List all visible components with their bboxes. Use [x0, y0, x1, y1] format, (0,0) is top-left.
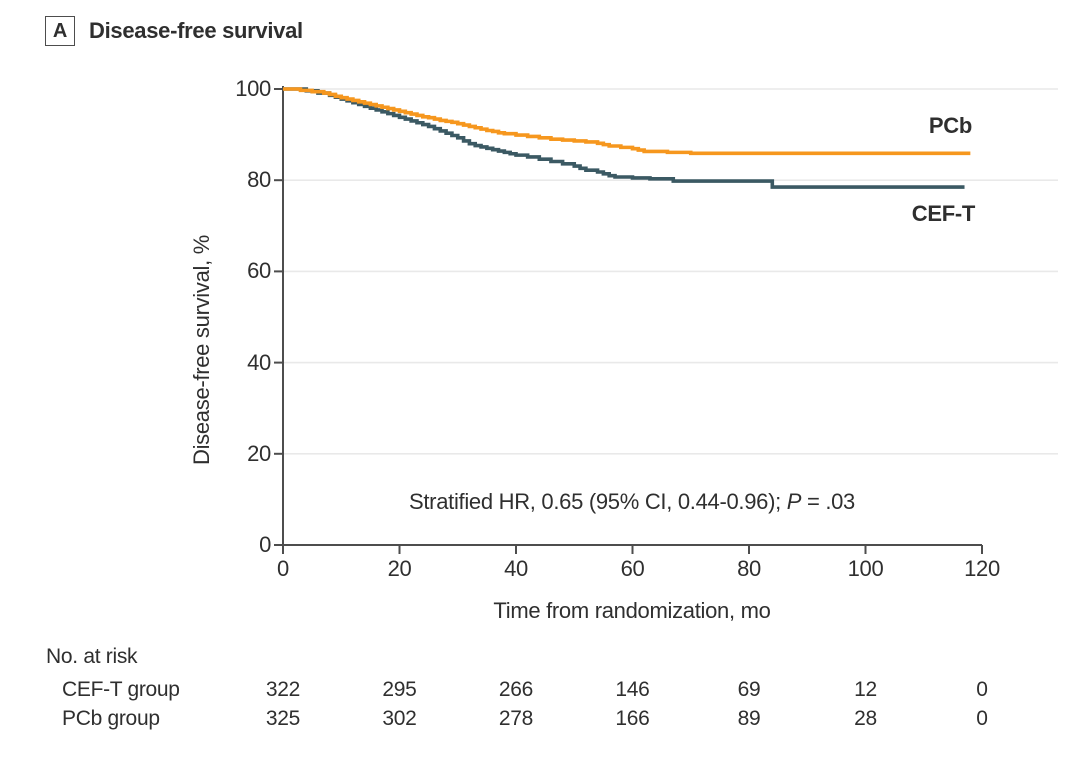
y-tick-label-20: 20	[247, 440, 271, 466]
y-tick-label-40: 40	[247, 349, 271, 375]
x-axis-title: Time from randomization, mo	[493, 598, 771, 623]
risk-count: 28	[854, 707, 877, 730]
x-tick-label-100: 100	[847, 556, 884, 581]
annotation-prefix: Stratified HR, 0.65 (95% CI, 0.44-0.96);	[408, 489, 787, 514]
risk-count: 146	[615, 678, 650, 701]
hazard-ratio-annotation: Stratified HR, 0.65 (95% CI, 0.44-0.96);…	[282, 489, 982, 515]
x-tick-label-60: 60	[620, 556, 645, 581]
km-curve-pcb	[283, 87, 971, 156]
curve-label-pcb: PCb	[928, 113, 972, 138]
x-tick-label-40: 40	[504, 556, 528, 581]
panel-title: Disease-free survival	[89, 18, 303, 43]
y-tick-label-100: 100	[235, 76, 271, 101]
risk-count: 322	[265, 678, 301, 701]
km-curve-cef-t	[283, 87, 965, 189]
y-tick-label-80: 80	[247, 167, 271, 193]
annotation-p-value: = .03	[801, 489, 855, 514]
risk-row-label: CEF-T group	[62, 678, 180, 701]
risk-count: 0	[976, 678, 988, 701]
risk-count: 278	[498, 707, 534, 730]
risk-count: 0	[976, 707, 988, 730]
annotation-p-label: P	[786, 489, 802, 514]
risk-count: 69	[737, 678, 761, 701]
x-tick-label-20: 20	[387, 556, 412, 581]
risk-count: 295	[382, 678, 417, 701]
x-tick-label-0: 0	[277, 556, 289, 581]
panel-header: A Disease-free survival	[45, 16, 303, 46]
curve-label-ceft: CEF-T	[911, 201, 976, 226]
risk-count: 302	[382, 707, 417, 730]
y-tick-label-0: 0	[259, 532, 271, 557]
risk-count: 325	[265, 707, 301, 730]
x-tick-label-80: 80	[737, 556, 761, 581]
risk-row-label: PCb group	[62, 707, 160, 730]
risk-count: 166	[615, 707, 650, 730]
x-tick-label-120: 120	[964, 556, 1000, 581]
y-tick-label-60: 60	[247, 258, 271, 284]
panel-letter-badge: A	[45, 16, 75, 46]
risk-count: 12	[854, 678, 877, 701]
risk-count: 89	[737, 707, 761, 730]
risk-count: 266	[498, 678, 534, 701]
risk-table-title: No. at risk	[46, 645, 138, 668]
